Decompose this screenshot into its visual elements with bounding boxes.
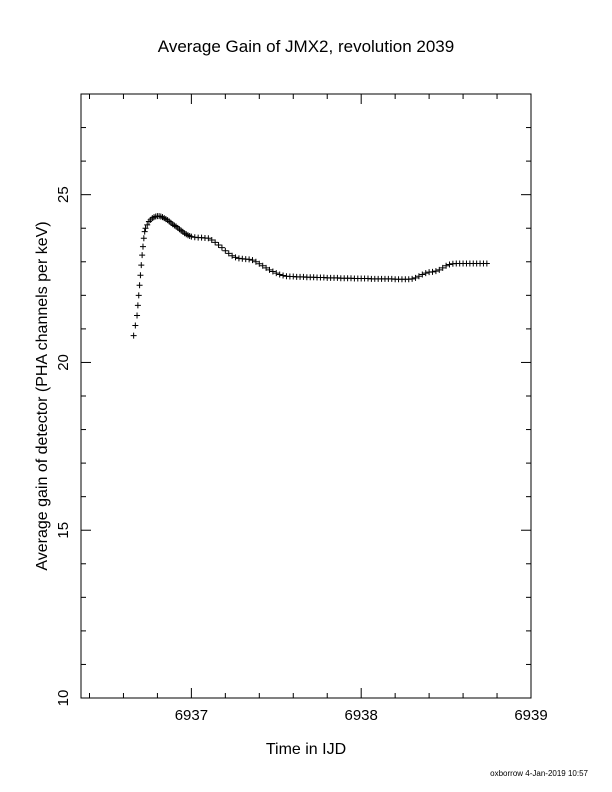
data-point <box>443 262 450 269</box>
data-point <box>409 275 416 282</box>
data-point <box>137 272 144 279</box>
data-point <box>138 262 145 269</box>
data-point <box>432 268 439 275</box>
data-point <box>249 257 256 264</box>
data-point <box>446 261 453 268</box>
data-point <box>419 271 426 278</box>
chart-title: Average Gain of JMX2, revolution 2039 <box>158 37 454 56</box>
data-point <box>273 270 280 277</box>
data-point <box>208 236 215 243</box>
data-point <box>266 266 273 273</box>
data-point <box>141 228 148 235</box>
data-point <box>205 235 212 242</box>
data-point <box>483 260 490 267</box>
data-point <box>429 268 436 275</box>
y-tick-label: 15 <box>55 522 72 539</box>
data-point <box>422 270 429 277</box>
data-point <box>436 266 443 273</box>
data-point <box>136 282 143 289</box>
y-tick-label: 10 <box>55 690 72 707</box>
data-point <box>144 221 151 228</box>
data-point <box>252 258 259 265</box>
data-point <box>415 273 422 280</box>
x-tick-label: 6938 <box>345 707 378 724</box>
data-markers <box>130 213 490 339</box>
data-point <box>263 264 270 271</box>
data-point <box>439 264 446 271</box>
data-point <box>246 256 253 263</box>
data-point <box>130 332 137 339</box>
x-tick-label: 6937 <box>175 707 208 724</box>
plot-frame <box>80 93 532 699</box>
data-point <box>134 302 141 309</box>
data-point <box>132 322 139 329</box>
y-tick-label: 20 <box>55 354 72 371</box>
data-point <box>215 242 222 248</box>
data-point <box>212 239 219 246</box>
data-point <box>140 235 147 242</box>
data-point <box>134 312 141 319</box>
y-axis-label: Average gain of detector (PHA channels p… <box>34 221 51 570</box>
data-point <box>135 292 142 299</box>
data-point <box>139 252 146 259</box>
data-point <box>229 252 236 259</box>
axis-tick-labels: 6937 6938 6939 10 15 20 25 <box>55 186 548 724</box>
x-axis-label: Time in IJD <box>266 741 346 758</box>
data-point <box>232 254 239 261</box>
x-tick-label: 6939 <box>514 707 547 724</box>
data-point <box>412 274 419 281</box>
data-point <box>280 272 287 279</box>
data-point <box>276 271 283 278</box>
axis-ticks <box>81 93 532 699</box>
data-point <box>139 243 146 250</box>
data-point <box>142 225 149 232</box>
data-point <box>269 268 276 275</box>
data-point <box>218 244 225 251</box>
y-tick-label: 25 <box>55 186 72 203</box>
data-point <box>225 250 232 257</box>
data-point <box>259 262 266 269</box>
footer-user-timestamp: oxborrow 4-Jan-2019 10:57 <box>490 769 588 778</box>
data-point <box>188 233 195 240</box>
data-point <box>222 247 229 254</box>
data-point <box>256 260 263 267</box>
